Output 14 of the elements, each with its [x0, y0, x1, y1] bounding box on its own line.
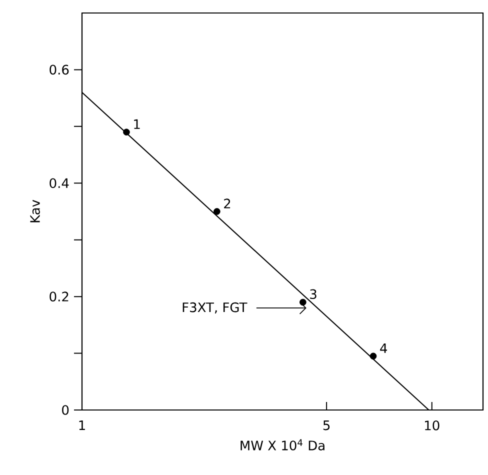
- x-tick-label: 1: [79, 420, 85, 430]
- x-tick-label: 10: [425, 420, 440, 430]
- y-tick-label: 0.4: [50, 178, 69, 188]
- x-axis-title: MW X 10$^{4}$ Da: [240, 439, 324, 450]
- annotation: F3XT, FGT: [182, 302, 248, 314]
- y-tick-label: 0: [62, 405, 69, 415]
- y-axis-title: Kav: [30, 200, 40, 222]
- y-tick-label: 0.2: [50, 292, 68, 302]
- annotation: 2: [224, 198, 230, 208]
- annotation: 1: [134, 119, 140, 129]
- annotation: 3: [310, 289, 316, 300]
- y-tick-label: 0.6: [50, 64, 69, 75]
- x-tick-label: 5: [323, 420, 330, 430]
- annotation: 4: [380, 343, 388, 353]
